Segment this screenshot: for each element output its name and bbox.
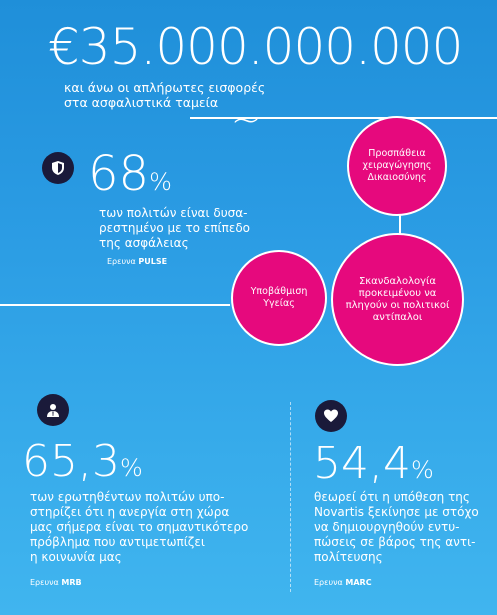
- hero-desc-line1: και άνω οι απλήρωτες εισφορές: [64, 80, 266, 95]
- stat1-text-line: των πολιτών είναι δυσα-: [99, 206, 248, 220]
- connector-vertical: [399, 195, 401, 240]
- stat3-source: Ερευνα MARC: [314, 578, 372, 587]
- stat3-text-line: να δημιουργηθούν εντυ-: [314, 520, 460, 534]
- stat2-number: 65,3: [22, 436, 120, 487]
- stat3-text: θεωρεί ότι η υπόθεση της Novartis ξεκίνη…: [314, 490, 494, 565]
- stat1-source: Ερευνα PULSE: [107, 257, 168, 266]
- circle-scandal: Σκανδαλολογία προκειμένου να πληγούν οι …: [331, 233, 464, 366]
- column-divider: [290, 402, 291, 592]
- stat2-text-line: των ερωτηθέντων πολιτών υπο-: [30, 490, 225, 504]
- stat1-text: των πολιτών είναι δυσα- ρεστημένο με το …: [99, 206, 279, 251]
- hero-amount: €35.000.000.000: [48, 18, 463, 76]
- stat3-percent: 54,4%: [313, 442, 434, 486]
- stat2-text-line: πρόβλημα που αντιμετωπίζει: [30, 535, 205, 549]
- stat3-text-line: θεωρεί ότι η υπόθεση της: [314, 490, 470, 504]
- stat2-text: των ερωτηθέντων πολιτών υπο- στηρίζει ότ…: [30, 490, 285, 565]
- stat1-text-line: της ασφάλειας: [99, 236, 189, 250]
- shield-icon: [42, 152, 74, 184]
- stat1-number: 68: [88, 146, 150, 202]
- stat3-text-line: πώσεις σε βάρος της αντι-: [314, 535, 476, 549]
- stat3-text-line: πολίτευσης: [314, 550, 383, 564]
- user-icon: [37, 394, 69, 426]
- stat2-source: Ερευνα MRB: [30, 578, 82, 587]
- circle-health: Υποβάθμιση Υγείας: [231, 250, 327, 346]
- stat3-number: 54,4: [313, 438, 411, 489]
- stat3-text-line: Novartis ξεκίνησε με στόχο: [314, 505, 479, 519]
- stat1-percent: 68%: [88, 150, 172, 198]
- stat2-text-line: μας σήμερα είναι το σημαντικότερο: [30, 520, 249, 534]
- stat3-symbol: %: [410, 456, 434, 484]
- divider-line: [190, 117, 497, 119]
- circle-justice: Προσπάθεια χειραγώγησης Δικαιοσύνης: [347, 116, 447, 216]
- stat2-text-line: η κοινωνία μας: [30, 550, 122, 564]
- stat2-symbol: %: [119, 454, 143, 482]
- stat2-percent: 65,3%: [22, 440, 143, 484]
- tilde-icon: ~: [231, 100, 262, 141]
- stat1-symbol: %: [149, 168, 172, 196]
- heart-icon: [315, 400, 347, 432]
- stat1-text-line: ρεστημένο με το επίπεδο: [99, 221, 251, 235]
- hero-description: και άνω οι απλήρωτες εισφορές στα ασφαλι…: [64, 80, 265, 110]
- hero-desc-line2: στα ασφαλιστικά ταμεία: [64, 95, 219, 110]
- stat2-text-line: στηρίζει ότι η ανεργία στη χώρα: [30, 505, 230, 519]
- connector-line: [0, 304, 230, 306]
